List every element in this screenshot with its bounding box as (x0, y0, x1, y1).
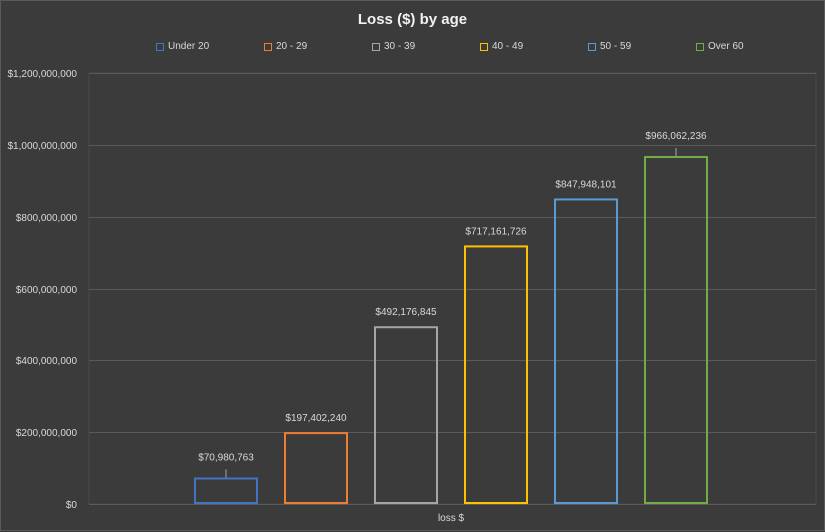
y-tick-label: $1,000,000,000 (7, 141, 77, 152)
legend-item: Over 60 (696, 41, 744, 52)
legend-item: 20 - 29 (264, 41, 307, 52)
y-tick-label: $600,000,000 (16, 285, 78, 296)
bar (554, 198, 618, 504)
y-tick-label: $1,200,000,000 (7, 69, 77, 80)
chart-legend: Under 20 20 - 29 30 - 39 40 - 49 50 - 59 Over… (1, 41, 825, 57)
legend-item: 40 - 49 (480, 41, 523, 52)
legend-item: Under 20 (156, 41, 209, 52)
legend-swatch (480, 42, 488, 51)
bar (464, 245, 528, 505)
y-tick-label: $800,000,000 (16, 213, 78, 224)
data-label: $70,980,763 (198, 453, 254, 464)
legend-swatch (372, 42, 380, 51)
y-tick-label: $200,000,000 (16, 428, 78, 439)
bar (194, 477, 258, 504)
legend-label: Under 20 (168, 41, 210, 52)
legend-swatch (696, 42, 704, 51)
legend-swatch (264, 42, 272, 51)
legend-label: 50 - 59 (600, 41, 632, 52)
legend-swatch (156, 42, 164, 51)
legend-label: 20 - 29 (276, 41, 308, 52)
y-tick-label: $400,000,000 (16, 356, 78, 367)
data-label: $717,161,726 (465, 226, 527, 237)
data-label: $966,062,236 (645, 131, 707, 142)
legend-item: 30 - 39 (372, 41, 415, 52)
legend-label: Over 60 (708, 41, 744, 52)
bar (284, 432, 348, 505)
data-label: $847,948,101 (555, 179, 617, 190)
bar (374, 326, 438, 504)
legend-swatch (588, 42, 596, 51)
legend-label: 40 - 49 (492, 41, 524, 52)
bar (644, 156, 708, 504)
data-label: $197,402,240 (285, 413, 347, 424)
x-axis-label: loss $ (438, 513, 465, 524)
y-tick-label: $0 (66, 500, 78, 511)
chart-title: Loss ($) by age (357, 11, 468, 28)
legend-label: 30 - 39 (384, 41, 416, 52)
data-label: $492,176,845 (375, 307, 437, 318)
legend-item: 50 - 59 (588, 41, 631, 52)
